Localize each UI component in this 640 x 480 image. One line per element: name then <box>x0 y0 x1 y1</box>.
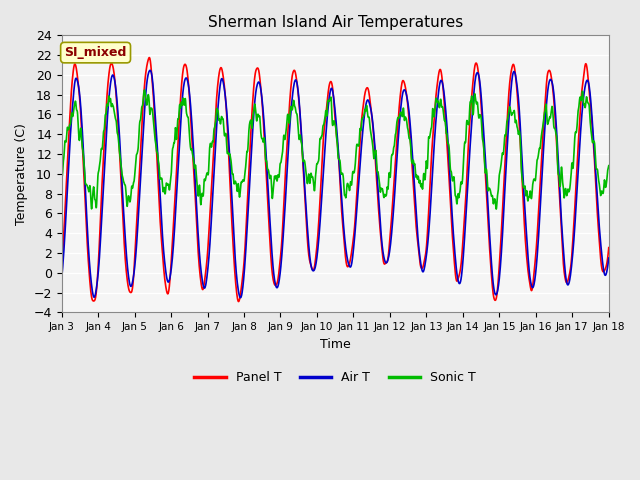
Air T <box>364 97 371 103</box>
Sonic T <box>605 163 612 168</box>
Line: Panel T: Panel T <box>61 58 609 301</box>
Panel T <box>364 85 371 91</box>
Panel T <box>145 55 153 60</box>
Sonic T <box>572 130 580 136</box>
Air T <box>237 295 244 300</box>
Panel T <box>235 299 243 304</box>
Title: Sherman Island Air Temperatures: Sherman Island Air Temperatures <box>207 15 463 30</box>
Sonic T <box>351 163 359 169</box>
Panel T <box>557 216 564 222</box>
Panel T <box>211 134 218 140</box>
Air T <box>58 276 65 282</box>
Line: Air T: Air T <box>61 71 609 298</box>
Panel T <box>495 274 502 280</box>
Sonic T <box>58 173 65 179</box>
Air T <box>351 226 359 231</box>
Line: Sonic T: Sonic T <box>61 90 609 209</box>
Air T <box>557 208 564 214</box>
Text: SI_mixed: SI_mixed <box>65 46 127 59</box>
Panel T <box>351 214 359 219</box>
Panel T <box>605 245 612 251</box>
Sonic T <box>492 206 500 212</box>
Air T <box>211 159 218 165</box>
Sonic T <box>363 105 371 111</box>
Sonic T <box>557 173 564 179</box>
Legend: Panel T, Air T, Sonic T: Panel T, Air T, Sonic T <box>189 366 481 389</box>
Y-axis label: Temperature (C): Temperature (C) <box>15 123 28 225</box>
Air T <box>147 68 154 73</box>
Sonic T <box>495 183 502 189</box>
Sonic T <box>141 87 148 93</box>
Air T <box>495 282 502 288</box>
Panel T <box>572 180 580 186</box>
Air T <box>572 204 580 209</box>
Air T <box>605 255 612 261</box>
Sonic T <box>211 125 218 131</box>
X-axis label: Time: Time <box>320 337 351 351</box>
Panel T <box>58 264 65 270</box>
